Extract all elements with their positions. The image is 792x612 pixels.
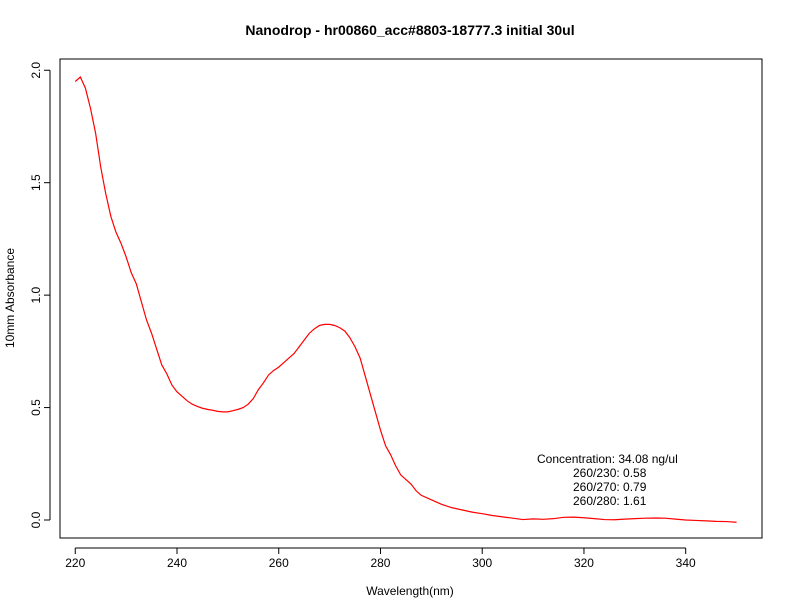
x-tick-label: 300 bbox=[472, 556, 492, 570]
chart-title: Nanodrop - hr00860_acc#8803-18777.3 init… bbox=[245, 22, 574, 38]
y-tick-label: 0.0 bbox=[29, 511, 43, 528]
series-layer bbox=[74, 76, 737, 523]
ratio-260-280-annotation: 260/280: 1.61 bbox=[573, 494, 647, 508]
x-tick-label: 320 bbox=[574, 556, 594, 570]
x-tick-label: 340 bbox=[676, 556, 696, 570]
x-axis: 220 240 260 280 300 320 340 bbox=[65, 547, 696, 570]
x-tick-label: 280 bbox=[370, 556, 390, 570]
concentration-annotation: Concentration: 34.08 ng/ul bbox=[537, 452, 678, 466]
x-axis-label: Wavelength(nm) bbox=[366, 584, 454, 598]
stats-annotation: Concentration: 34.08 ng/ul 260/230: 0.58… bbox=[537, 452, 678, 508]
x-tick-label: 220 bbox=[65, 556, 85, 570]
absorbance-series-line bbox=[74, 76, 737, 523]
x-tick-label: 260 bbox=[269, 556, 289, 570]
ratio-260-230-annotation: 260/230: 0.58 bbox=[573, 466, 647, 480]
y-axis: 0.0 0.5 1.0 1.5 2.0 bbox=[29, 62, 51, 528]
y-tick-label: 0.5 bbox=[29, 399, 43, 416]
ratio-260-270-annotation: 260/270: 0.79 bbox=[573, 480, 647, 494]
x-tick-label: 240 bbox=[167, 556, 187, 570]
y-axis-label: 10mm Absorbance bbox=[3, 248, 17, 348]
y-tick-label: 1.0 bbox=[29, 286, 43, 303]
y-tick-label: 1.5 bbox=[29, 174, 43, 191]
plot-frame bbox=[59, 58, 763, 539]
y-tick-label: 2.0 bbox=[29, 62, 43, 79]
